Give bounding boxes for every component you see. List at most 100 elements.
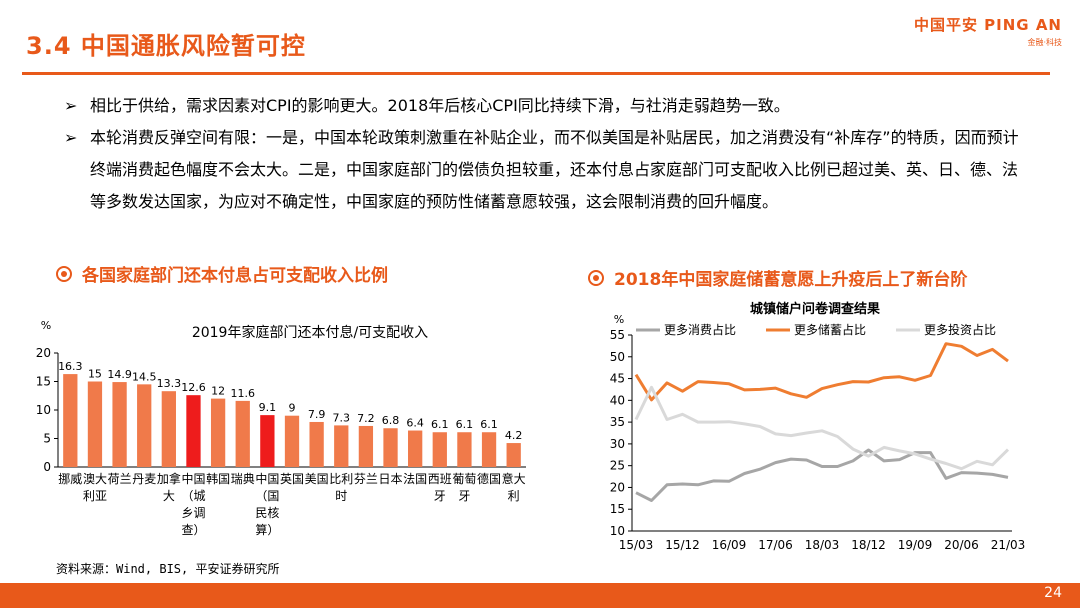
x-category-label: 韩国 bbox=[206, 471, 230, 486]
bar-value-label: 11.6 bbox=[230, 387, 255, 400]
line-chart-title: 城镇储户问卷调查结果 bbox=[750, 301, 880, 317]
x-category-label: 大 bbox=[163, 489, 175, 503]
bar-value-label: 6.8 bbox=[382, 414, 400, 427]
right-section-title-text: 2018年中国家庭储蓄意愿上升疫后上了新台阶 bbox=[614, 270, 968, 290]
y-tick-label: 15 bbox=[610, 502, 625, 516]
bar bbox=[260, 415, 275, 467]
x-category-label: 牙 bbox=[434, 489, 446, 503]
page-number: 24 bbox=[1044, 585, 1062, 601]
bar-value-label: 16.3 bbox=[58, 360, 83, 373]
bar-value-label: 6.1 bbox=[480, 418, 498, 431]
bar-value-label: 6.1 bbox=[431, 418, 449, 431]
series-line bbox=[635, 448, 1009, 502]
bar-value-label: 6.1 bbox=[456, 418, 474, 431]
bar bbox=[432, 432, 447, 467]
x-category-label: 乡调 bbox=[181, 506, 205, 520]
x-category-label: 德国 bbox=[477, 471, 501, 486]
y-tick-label: 55 bbox=[610, 328, 625, 342]
y-tick-label: 40 bbox=[610, 393, 625, 407]
bar-chart-ylabel: % bbox=[41, 319, 51, 332]
x-tick-label: 18/12 bbox=[851, 538, 886, 552]
arrow-bullet-icon: ➢ bbox=[64, 96, 78, 115]
bar-value-label: 7.3 bbox=[333, 411, 351, 424]
logo-text: 中国平安 PING AN bbox=[913, 16, 1062, 34]
legend-label: 更多储蓄占比 bbox=[794, 322, 866, 337]
x-category-label: 加拿 bbox=[157, 471, 181, 486]
x-category-label: 利亚 bbox=[83, 489, 107, 503]
x-tick-label: 21/03 bbox=[991, 538, 1026, 552]
bullet-text: 本轮消费反弹空间有限：一是，中国本轮政策刺激重在补贴企业，而不似美国是补贴居民，… bbox=[90, 128, 1019, 211]
bar-value-label: 4.2 bbox=[505, 429, 523, 442]
x-category-label: 挪威 bbox=[58, 472, 82, 486]
bar bbox=[137, 384, 152, 467]
x-category-label: （国 bbox=[255, 489, 279, 503]
right-section-title: 2018年中国家庭储蓄意愿上升疫后上了新台阶 bbox=[588, 265, 967, 290]
slide-title: 3.4 中国通胀风险暂可控 bbox=[26, 32, 306, 60]
x-category-label: 时 bbox=[335, 489, 347, 503]
bar bbox=[408, 430, 423, 467]
x-category-label: 荷兰 bbox=[108, 472, 132, 486]
bar-value-label: 6.4 bbox=[406, 417, 424, 430]
source-note: 资料来源：Wind, BIS, 平安证券研究所 bbox=[56, 562, 280, 576]
logo-tagline: 金融·科技 bbox=[1027, 38, 1062, 47]
bar bbox=[87, 381, 103, 467]
target-bullet-icon bbox=[588, 270, 604, 286]
series-line bbox=[634, 342, 1009, 402]
x-category-label: 查） bbox=[181, 523, 205, 537]
bar-value-label: 14.9 bbox=[107, 368, 132, 381]
bar bbox=[161, 391, 176, 467]
x-category-label: 牙 bbox=[458, 489, 470, 503]
x-category-label: 日本 bbox=[379, 472, 403, 486]
x-category-label: 芬兰 bbox=[354, 472, 378, 486]
legend-item: 更多储蓄占比 bbox=[766, 322, 866, 337]
bar bbox=[63, 374, 78, 467]
y-tick-label: 5 bbox=[43, 432, 51, 446]
x-category-label: 利 bbox=[508, 489, 520, 503]
bar-value-label: 13.3 bbox=[157, 377, 182, 390]
bar bbox=[186, 395, 201, 467]
arrow-bullet-icon: ➢ bbox=[64, 128, 78, 147]
bar bbox=[235, 400, 250, 467]
y-tick-label: 30 bbox=[610, 437, 625, 451]
x-category-label: 比利 bbox=[329, 472, 353, 486]
bullet-item: ➢ 本轮消费反弹空间有限：一是，中国本轮政策刺激重在补贴企业，而不似美国是补贴居… bbox=[64, 122, 1030, 218]
bar bbox=[112, 382, 127, 467]
title-divider bbox=[22, 72, 1050, 75]
bar-value-label: 12.6 bbox=[181, 381, 206, 394]
bullet-text: 相比于供给，需求因素对CPI的影响更大。2018年后核心CPI同比持续下滑，与社… bbox=[90, 96, 790, 115]
x-category-label: 瑞典 bbox=[231, 472, 255, 486]
x-tick-label: 15/12 bbox=[665, 538, 700, 552]
bar-value-label: 7.9 bbox=[308, 408, 326, 421]
x-tick-label: 16/09 bbox=[712, 538, 747, 552]
x-tick-label: 19/09 bbox=[898, 538, 933, 552]
x-category-label: 算） bbox=[255, 522, 279, 537]
x-tick-label: 17/06 bbox=[758, 538, 793, 552]
x-category-label: 法国 bbox=[403, 472, 427, 486]
bar bbox=[210, 398, 226, 467]
x-tick-label: 20/06 bbox=[944, 538, 979, 552]
x-category-label: 民核 bbox=[255, 506, 279, 520]
footer-bar bbox=[0, 583, 1080, 608]
x-category-label: 英国 bbox=[280, 472, 304, 486]
target-bullet-icon bbox=[56, 266, 72, 282]
y-tick-label: 25 bbox=[610, 459, 625, 473]
x-category-label: 中国 bbox=[255, 471, 279, 486]
bar bbox=[358, 425, 374, 467]
bar-value-label: 9 bbox=[289, 402, 296, 415]
y-tick-label: 45 bbox=[610, 372, 625, 386]
bar bbox=[284, 415, 300, 467]
x-category-label: 意大 bbox=[502, 471, 526, 486]
left-section-title-text: 各国家庭部门还本付息占可支配收入比例 bbox=[82, 266, 388, 286]
bar-value-label: 9.1 bbox=[259, 401, 277, 414]
y-tick-label: 15 bbox=[36, 375, 51, 389]
bar-value-label: 14.5 bbox=[132, 370, 157, 383]
y-tick-label: 20 bbox=[610, 480, 625, 494]
y-tick-label: 10 bbox=[36, 403, 51, 417]
bullet-item: ➢ 相比于供给，需求因素对CPI的影响更大。2018年后核心CPI同比持续下滑，… bbox=[64, 90, 1030, 122]
bar bbox=[334, 425, 349, 467]
bar-value-label: 12 bbox=[211, 385, 225, 398]
series-line bbox=[634, 385, 1010, 471]
bar-value-label: 7.2 bbox=[357, 412, 375, 425]
x-category-label: 中国 bbox=[181, 471, 205, 486]
legend-item: 更多投资占比 bbox=[896, 322, 996, 337]
